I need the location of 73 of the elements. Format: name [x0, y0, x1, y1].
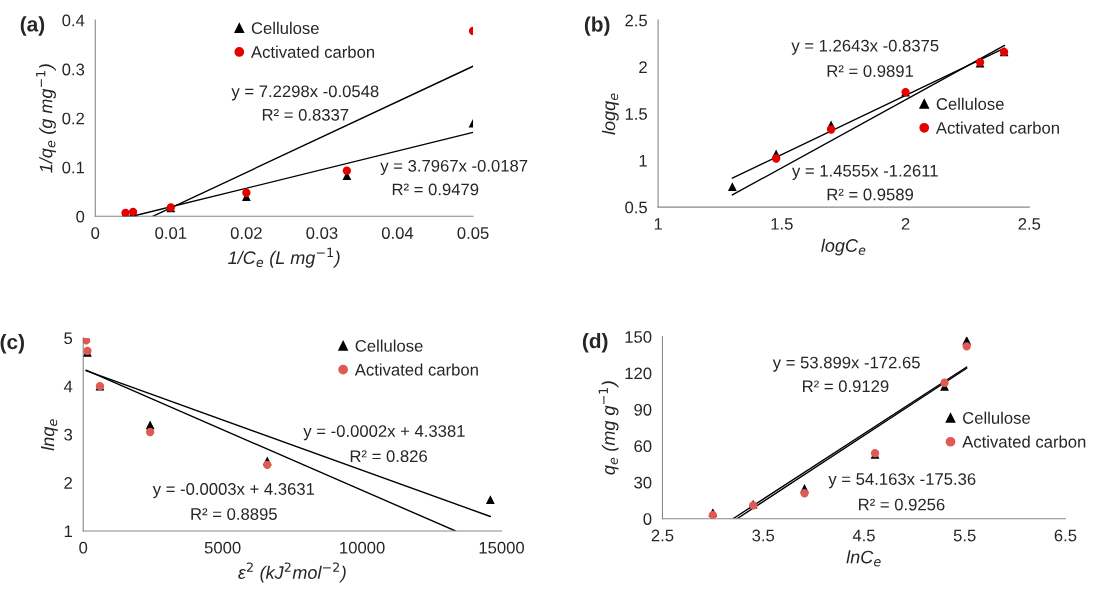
- x-tick-label: 2.5: [1018, 217, 1041, 230]
- x-tick-label: 0.03: [306, 227, 338, 239]
- legend-label: Activated carbon: [251, 45, 375, 58]
- y-tick-label: 0.5: [625, 201, 647, 214]
- y-axis-title: q$_{e}$ (mg g$^{−1}$): [598, 381, 619, 475]
- y-tick-label: 1.5: [625, 108, 647, 120]
- annotation: y = 1.4555x -1.2611: [791, 164, 938, 180]
- x-tick-label: 1: [654, 218, 662, 230]
- chart-title: (b): [584, 16, 610, 36]
- x-axis-title: logC$_{e}$: [821, 238, 866, 256]
- x-tick-label: 0: [91, 227, 100, 239]
- x-tick-label: 5.5: [953, 529, 976, 542]
- y-axis-title: 1/q$_{e}$ (g mg$^{−1}$): [36, 64, 56, 173]
- annotation: R² = 0.8895: [191, 508, 277, 520]
- legend-label: Cellulose: [355, 339, 423, 352]
- y-tick-label: 2: [639, 61, 647, 73]
- x-tick-label: 2: [901, 217, 910, 230]
- x-tick-label: 1.5: [771, 218, 793, 230]
- y-tick-label: 30: [634, 476, 652, 489]
- x-tick-label: 0.02: [230, 227, 262, 239]
- y-tick-label: 60: [634, 440, 652, 453]
- y-tick-label: 3: [64, 428, 73, 441]
- x-tick-label: 0.05: [457, 227, 489, 239]
- annotation: y = 3.7967x -0.0187: [380, 159, 528, 176]
- annotation: R² = 0.9479: [392, 183, 479, 196]
- annotation: y = -0.0003x + 4.3631: [152, 483, 315, 499]
- y-tick-label: 2: [64, 477, 72, 489]
- x-tick-label: 2.5: [651, 529, 674, 542]
- y-tick-label: 120: [625, 367, 652, 380]
- annotation: y = 1.2643x -0.8375: [791, 39, 939, 55]
- annotation: R² = 0.9256: [859, 498, 945, 511]
- chart-title: (d): [582, 333, 608, 353]
- legend-label: Cellulose: [251, 21, 319, 35]
- annotation: R² = 0.9589: [827, 188, 914, 201]
- annotation: y = 54.163x -175.36: [828, 473, 976, 489]
- chart-title: (a): [20, 16, 45, 36]
- x-tick-label: 10000: [340, 541, 385, 554]
- y-tick-label: 5: [64, 332, 73, 345]
- y-tick-label: 0: [643, 513, 652, 525]
- x-axis-title: lnC$_{e}$: [846, 550, 881, 567]
- x-tick-label: 15000: [479, 541, 525, 554]
- y-tick-label: 1: [639, 154, 647, 167]
- y-tick-label: 90: [634, 403, 652, 416]
- y-tick-label: 2.5: [625, 14, 647, 27]
- x-tick-label: 0.04: [381, 227, 414, 239]
- legend-label: Cellulose: [963, 411, 1030, 424]
- y-axis-title: logq$_{e}$: [601, 93, 619, 135]
- legend-label: Cellulose: [936, 97, 1004, 110]
- legend-label: Activated carbon: [935, 121, 1059, 134]
- x-tick-label: 3.5: [752, 529, 775, 542]
- x-tick-label: 0.01: [155, 227, 187, 239]
- y-tick-label: 4: [63, 380, 73, 393]
- y-tick-label: 0.1: [62, 161, 85, 174]
- y-tick-label: 0.2: [62, 112, 85, 125]
- y-tick-label: 0.3: [62, 63, 85, 76]
- annotation: y = -0.0002x + 4.3381: [303, 425, 465, 441]
- x-tick-label: 6.5: [1054, 529, 1077, 542]
- annotation: R² = 0.9129: [803, 380, 889, 393]
- annotation: R² = 0.826: [350, 450, 427, 463]
- x-tick-label: 4.5: [852, 529, 875, 542]
- y-axis-title: lnq$_{e}$: [41, 419, 58, 451]
- annotation: y = 7.2298x -0.0548: [231, 85, 379, 101]
- annotation: R² = 0.9891: [827, 65, 914, 77]
- annotation: R² = 0.8337: [262, 108, 349, 121]
- chart-title: (c): [0, 334, 24, 354]
- legend-label: Activated carbon: [354, 363, 478, 376]
- y-tick-label: 150: [625, 331, 652, 343]
- x-axis-title: ε$^{2}$ (kJ$^{2}$mol$^{−2}$): [238, 562, 346, 583]
- y-tick-label: 0.4: [62, 14, 85, 27]
- legend-label: Activated carbon: [962, 435, 1086, 448]
- annotation: y = 53.899x -172.65: [772, 356, 920, 372]
- x-axis-title: 1/C$_{e}$ (L mg$^{−1}$): [228, 247, 340, 268]
- x-tick-label: 5000: [204, 541, 241, 554]
